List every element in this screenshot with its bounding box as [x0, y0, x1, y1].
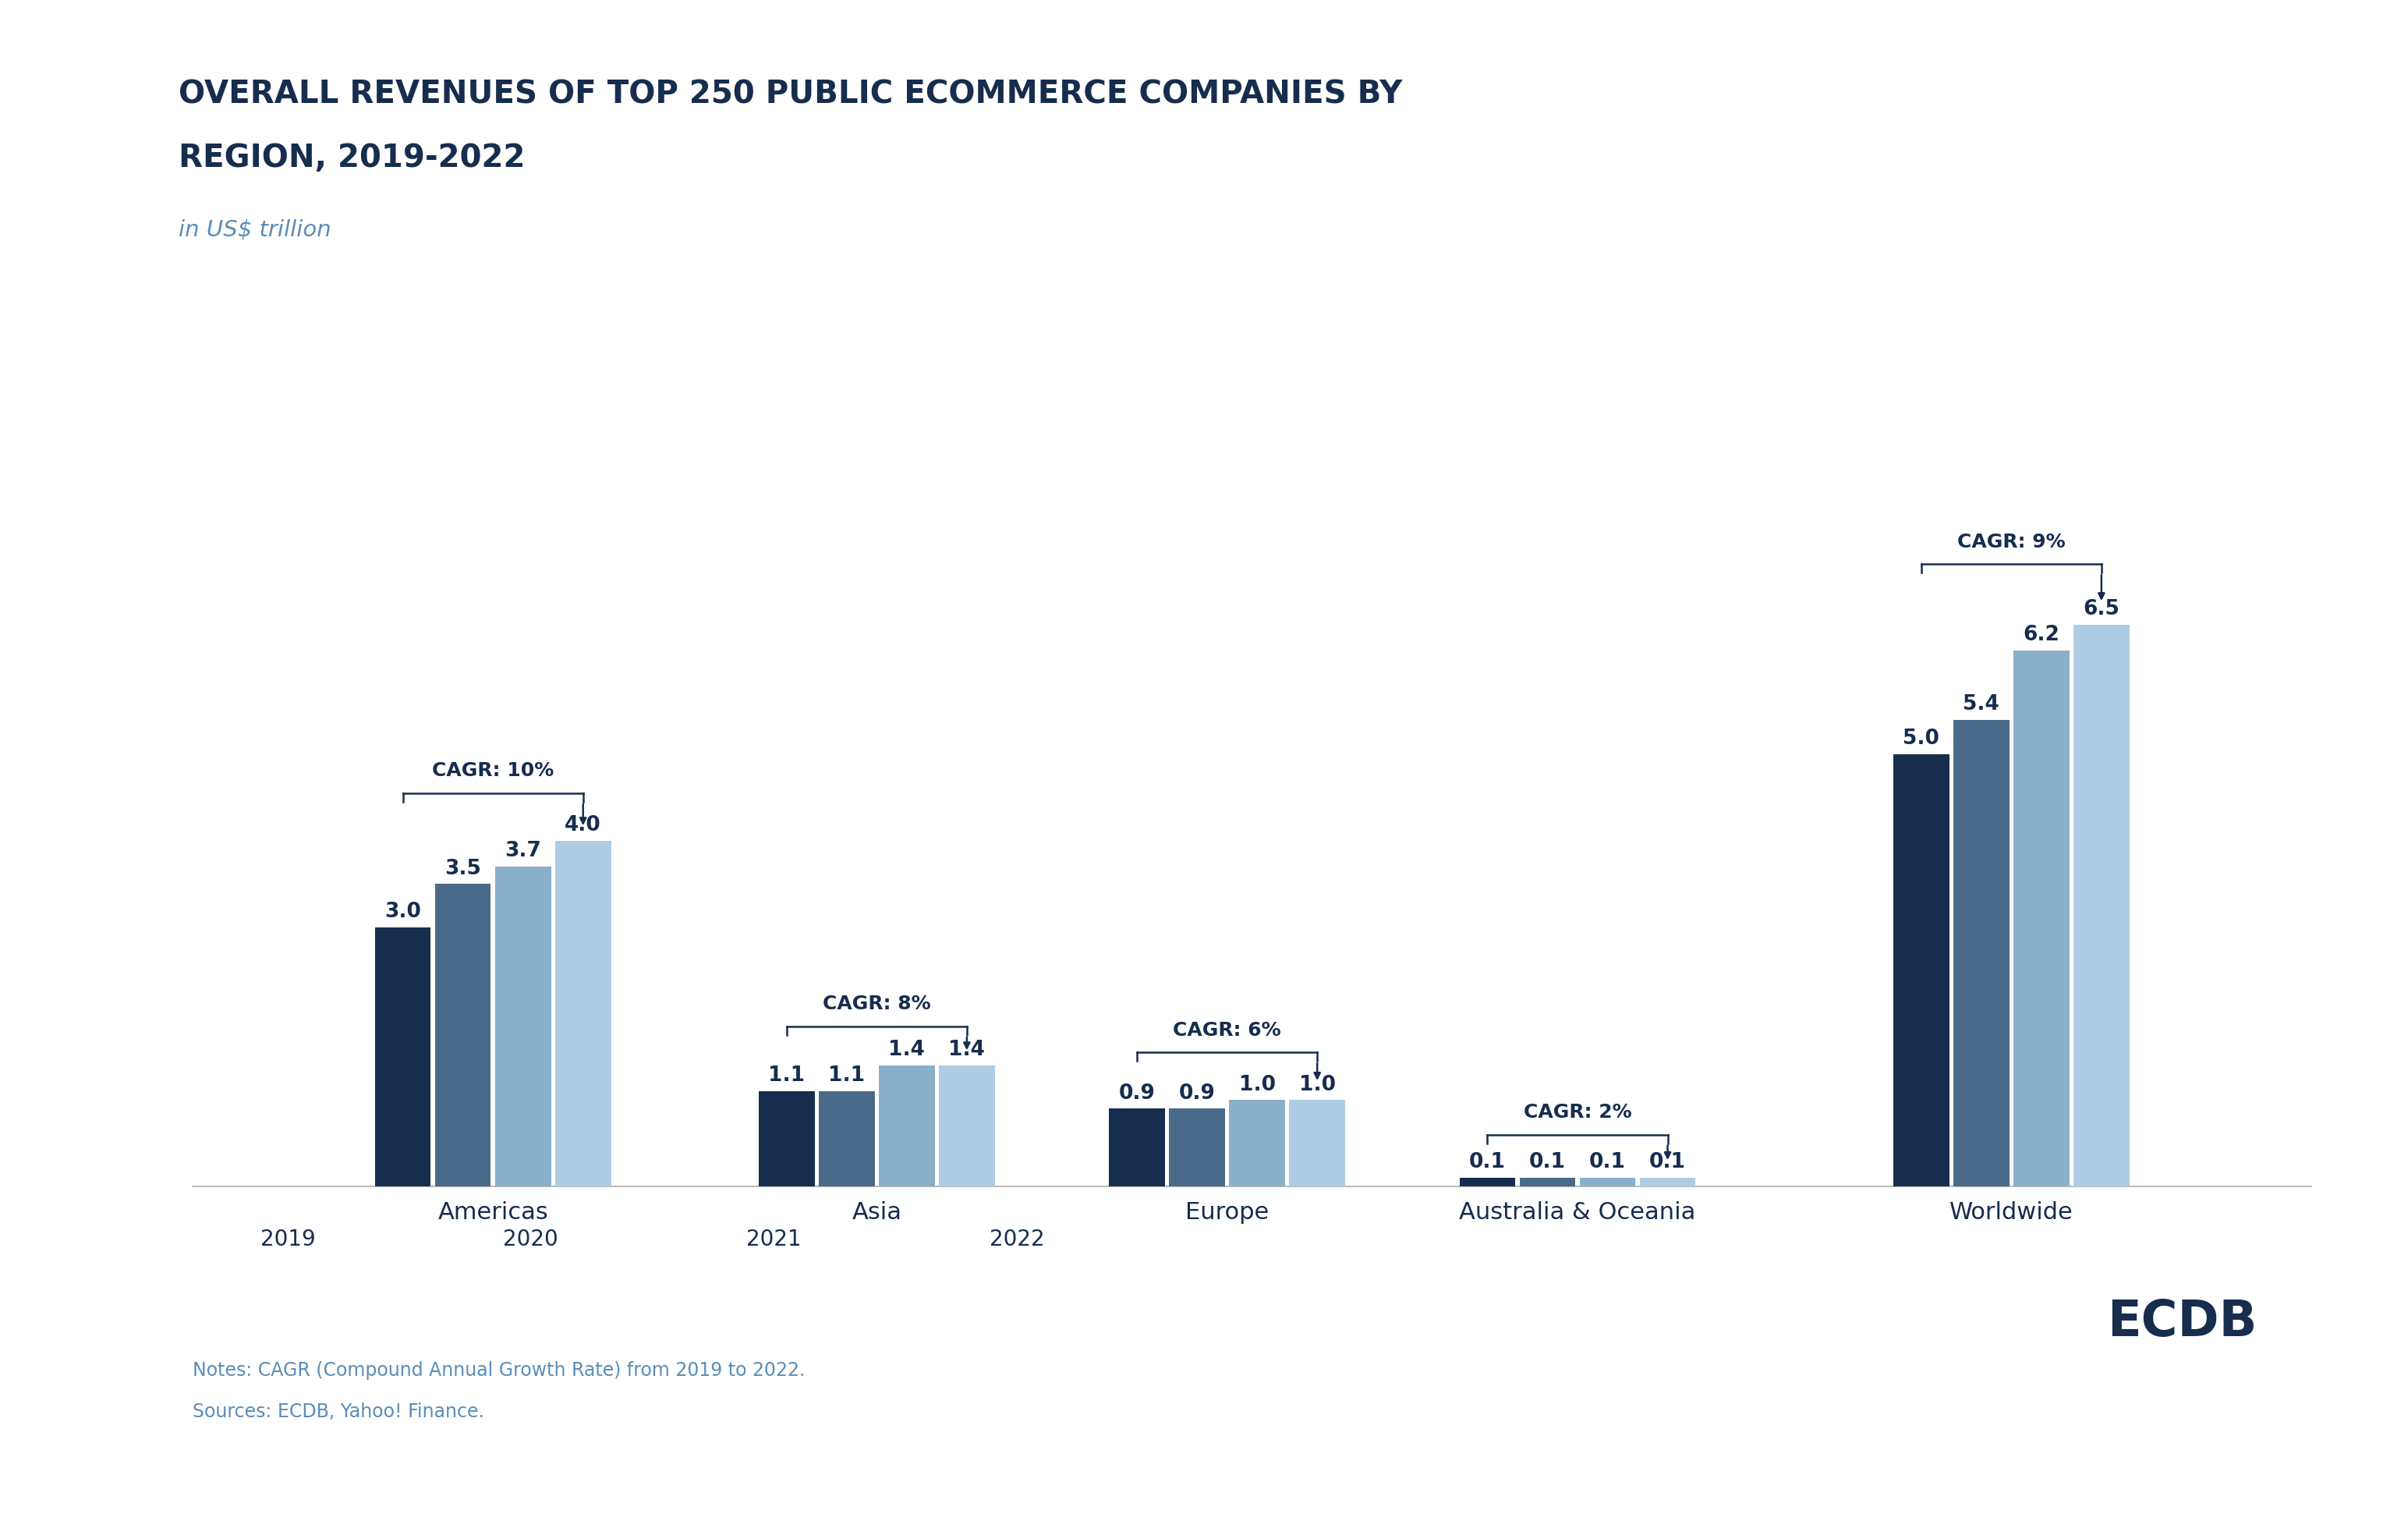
Text: 1.1: 1.1 — [768, 1066, 804, 1086]
Text: 4.0: 4.0 — [566, 815, 602, 835]
Bar — [939, 1065, 995, 1186]
Text: Notes: CAGR (Compound Annual Growth Rate) from 2019 to 2022.: Notes: CAGR (Compound Annual Growth Rate… — [193, 1361, 804, 1380]
Text: 1.4: 1.4 — [889, 1040, 925, 1060]
Text: 2020: 2020 — [503, 1229, 559, 1250]
Text: OVERALL REVENUES OF TOP 250 PUBLIC ECOMMERCE COMPANIES BY: OVERALL REVENUES OF TOP 250 PUBLIC ECOMM… — [178, 79, 1401, 111]
Text: 2021: 2021 — [746, 1229, 802, 1250]
Text: CAGR: 9%: CAGR: 9% — [1958, 532, 2066, 551]
Bar — [1459, 1177, 1515, 1186]
Text: 6.5: 6.5 — [2083, 599, 2119, 619]
Bar — [819, 1092, 874, 1186]
Text: 0.9: 0.9 — [1180, 1083, 1216, 1103]
Text: CAGR: 10%: CAGR: 10% — [431, 762, 554, 780]
Text: 2022: 2022 — [990, 1229, 1045, 1250]
Bar — [1110, 1109, 1165, 1186]
Bar — [376, 928, 431, 1186]
Bar — [2073, 625, 2129, 1186]
Bar — [879, 1065, 934, 1186]
Bar — [556, 841, 612, 1186]
Text: 5.0: 5.0 — [1902, 729, 1938, 750]
Bar — [1519, 1177, 1575, 1186]
Text: CAGR: 8%: CAGR: 8% — [824, 995, 932, 1013]
Text: CAGR: 2%: CAGR: 2% — [1524, 1103, 1633, 1121]
Text: 5.4: 5.4 — [1963, 694, 1999, 715]
Text: 1.0: 1.0 — [1238, 1074, 1276, 1095]
Text: 2019: 2019 — [260, 1229, 315, 1250]
Bar — [759, 1092, 814, 1186]
Text: 1.4: 1.4 — [949, 1040, 985, 1060]
Bar — [1640, 1177, 1695, 1186]
Text: 3.5: 3.5 — [445, 858, 482, 879]
Bar — [1288, 1100, 1346, 1186]
Text: 0.1: 0.1 — [1589, 1153, 1625, 1173]
Text: 0.1: 0.1 — [1529, 1153, 1565, 1173]
Bar — [1228, 1100, 1286, 1186]
Text: Sources: ECDB, Yahoo! Finance.: Sources: ECDB, Yahoo! Finance. — [193, 1402, 484, 1421]
Bar — [436, 884, 491, 1186]
Text: 0.1: 0.1 — [1469, 1153, 1505, 1173]
Text: 1.1: 1.1 — [828, 1066, 864, 1086]
Text: CAGR: 6%: CAGR: 6% — [1173, 1021, 1281, 1039]
Bar — [1953, 719, 2008, 1186]
Bar — [1580, 1177, 1635, 1186]
Text: 3.0: 3.0 — [385, 902, 421, 922]
Bar — [496, 867, 551, 1186]
Text: 1.0: 1.0 — [1298, 1074, 1336, 1095]
Text: REGION, 2019-2022: REGION, 2019-2022 — [178, 143, 525, 175]
Text: 6.2: 6.2 — [2023, 625, 2059, 645]
Text: in US$ trillion: in US$ trillion — [178, 219, 330, 240]
Bar — [1170, 1109, 1226, 1186]
Bar — [1893, 754, 1948, 1186]
Bar — [2013, 651, 2068, 1186]
Text: 3.7: 3.7 — [506, 841, 542, 861]
Text: 0.9: 0.9 — [1120, 1083, 1156, 1103]
Text: 0.1: 0.1 — [1649, 1153, 1686, 1173]
Text: ECDB: ECDB — [2107, 1297, 2256, 1346]
